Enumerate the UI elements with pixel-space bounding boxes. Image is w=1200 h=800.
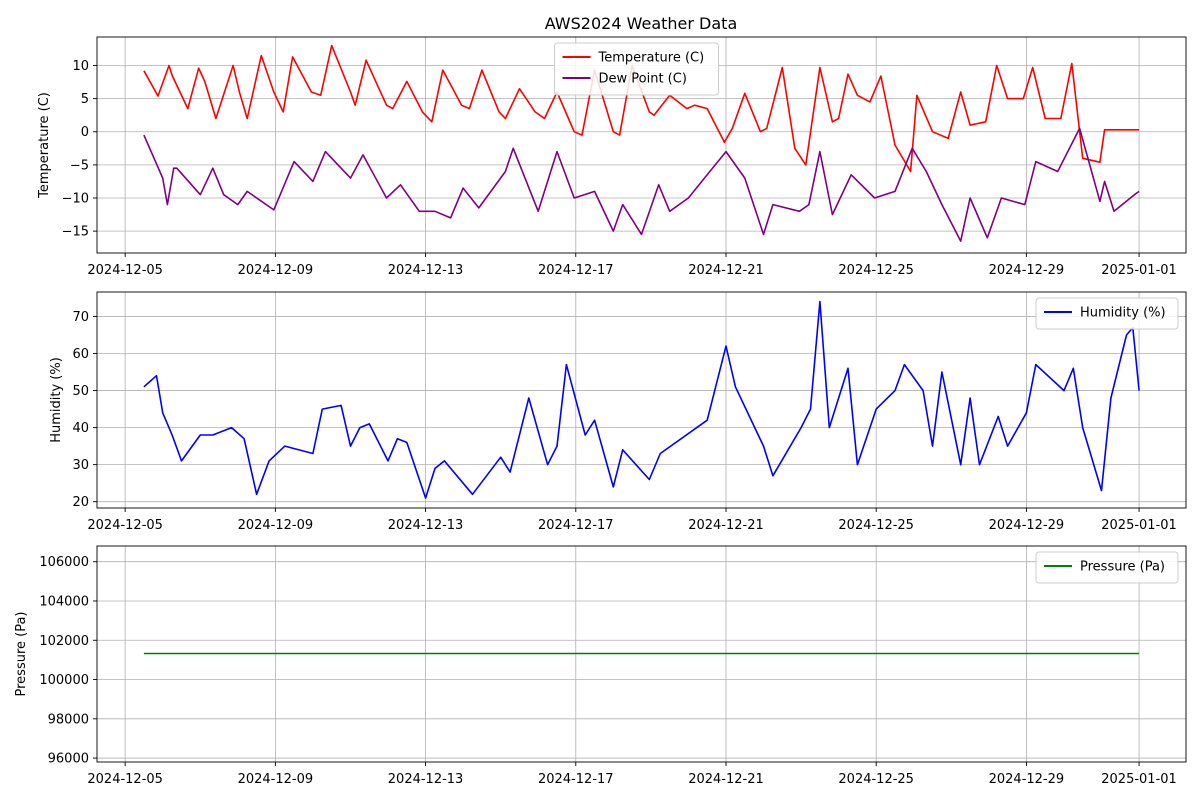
y-tick-label: 20 <box>72 495 89 510</box>
y-tick-label: 106000 <box>39 555 89 570</box>
y-tick-label: 96000 <box>48 752 89 767</box>
x-tick-label: 2024-12-25 <box>838 518 914 533</box>
y-axis-label: Temperature (C) <box>37 92 52 199</box>
axes-frame <box>96 36 1187 254</box>
y-tick-label: 102000 <box>39 634 89 649</box>
x-tick-label: 2024-12-21 <box>688 772 764 787</box>
y-tick-label: 0 <box>81 125 89 140</box>
series-line-dew-point-c <box>143 127 1140 242</box>
legend: Pressure (Pa) <box>1035 551 1179 584</box>
grid-lines <box>97 37 1186 253</box>
grid-lines <box>97 546 1186 762</box>
temperature-panel: 2024-12-05 2024-12-09 2024-12-13 2024-12-17… <box>37 36 1187 278</box>
y-tick-label: −15 <box>62 225 89 240</box>
legend: Humidity (%) <box>1035 297 1179 330</box>
axes-frame <box>96 291 1187 509</box>
x-tick-label: 2024-12-21 <box>688 518 764 533</box>
y-axis-label: Humidity (%) <box>49 357 64 443</box>
y-tick-label: 60 <box>72 347 89 362</box>
x-tick-label: 2024-12-09 <box>238 518 314 533</box>
x-tick-label: 2024-12-29 <box>989 772 1065 787</box>
y-tick-label: 104000 <box>39 594 89 609</box>
x-tick-label: 2025-01-01 <box>1101 518 1177 533</box>
y-tick-label: 10 <box>72 59 89 74</box>
y-tick-label: 5 <box>81 92 89 107</box>
x-tick-label: 2024-12-25 <box>838 263 914 278</box>
legend: Temperature (C) Dew Point (C) <box>554 42 719 96</box>
grid-lines <box>97 292 1186 508</box>
x-tick-label: 2024-12-17 <box>538 263 614 278</box>
legend-label: Dew Point (C) <box>599 72 687 87</box>
x-tick-label: 2024-12-05 <box>87 518 163 533</box>
y-tick-label: 98000 <box>48 712 89 727</box>
legend-box <box>1035 551 1179 584</box>
x-tick-label: 2024-12-29 <box>989 518 1065 533</box>
y-tick-label: 70 <box>72 310 89 325</box>
y-tick-label: 50 <box>72 384 89 399</box>
series-line-humidity <box>143 300 1140 499</box>
legend-label: Temperature (C) <box>598 51 705 66</box>
legend-label: Humidity (%) <box>1080 306 1166 321</box>
y-tick-label: −5 <box>70 158 89 173</box>
figure-title: AWS2024 Weather Data <box>545 14 738 33</box>
x-tick-label: 2024-12-25 <box>838 772 914 787</box>
x-tick-label: 2024-12-09 <box>238 772 314 787</box>
pressure-panel: 2024-12-05 2024-12-09 2024-12-13 2024-12-17… <box>14 545 1187 787</box>
x-tick-label: 2024-12-17 <box>538 772 614 787</box>
axes-frame <box>96 545 1187 763</box>
x-tick-label: 2024-12-13 <box>388 263 464 278</box>
y-tick-label: −10 <box>62 192 89 207</box>
x-tick-label: 2024-12-29 <box>989 263 1065 278</box>
y-tick-label: 40 <box>72 421 89 436</box>
x-tick-label: 2025-01-01 <box>1101 263 1177 278</box>
y-axis-label: Pressure (Pa) <box>14 611 29 696</box>
y-tick-label: 30 <box>72 458 89 473</box>
x-tick-label: 2025-01-01 <box>1101 772 1177 787</box>
humidity-panel: 2024-12-05 2024-12-09 2024-12-13 2024-12-17… <box>49 291 1187 533</box>
x-tick-label: 2024-12-05 <box>87 772 163 787</box>
x-tick-label: 2024-12-21 <box>688 263 764 278</box>
x-tick-label: 2024-12-13 <box>388 518 464 533</box>
y-tick-label: 100000 <box>39 673 89 688</box>
x-tick-label: 2024-12-13 <box>388 772 464 787</box>
legend-box <box>1035 297 1179 330</box>
x-tick-label: 2024-12-17 <box>538 518 614 533</box>
x-tick-label: 2024-12-09 <box>238 263 314 278</box>
legend-label: Pressure (Pa) <box>1080 560 1165 575</box>
x-tick-label: 2024-12-05 <box>87 263 163 278</box>
legend-box <box>554 42 719 96</box>
